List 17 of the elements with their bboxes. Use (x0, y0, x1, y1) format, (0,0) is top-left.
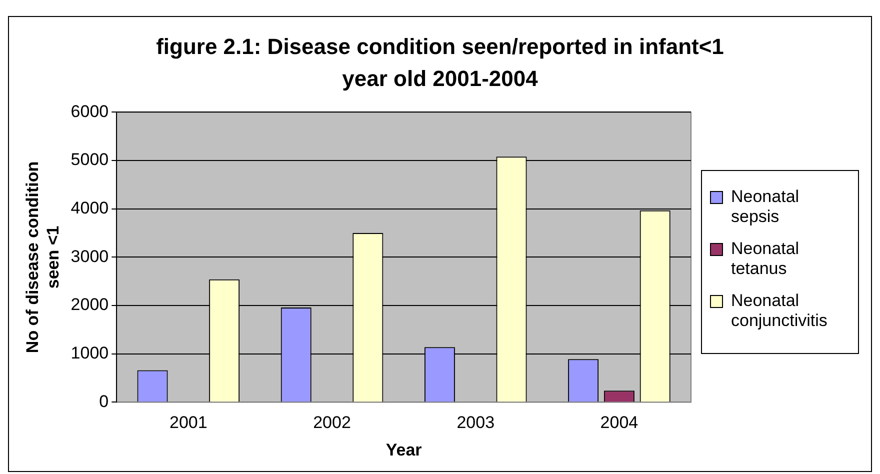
y-axis-title: No of disease condition seen <1 (22, 161, 62, 354)
x-axis-title: Year (386, 440, 422, 460)
x-tick-label: 2003 (456, 413, 495, 432)
x-tick-label: 2001 (170, 413, 208, 432)
y-tick-label: 1000 (70, 344, 109, 363)
legend-label: Neonatal conjunctivitis (731, 291, 828, 331)
y-tick-label: 0 (99, 392, 109, 411)
y-tick-label: 4000 (70, 198, 109, 218)
legend-label: Neonatal tetanus (731, 239, 800, 279)
legend-label: Neonatal sepsis (731, 187, 800, 227)
y-tick-label: 3000 (70, 246, 109, 266)
y-tick-label: 5000 (70, 150, 109, 170)
chart-title: figure 2.1: Disease condition seen/reported in infant<1 year old 2001-2004 (155, 33, 725, 93)
x-tick-label: 2002 (313, 413, 351, 432)
y-tick-label: 6000 (70, 102, 109, 121)
x-tick-label: 2004 (600, 413, 638, 432)
y-tick-label: 2000 (70, 295, 109, 314)
